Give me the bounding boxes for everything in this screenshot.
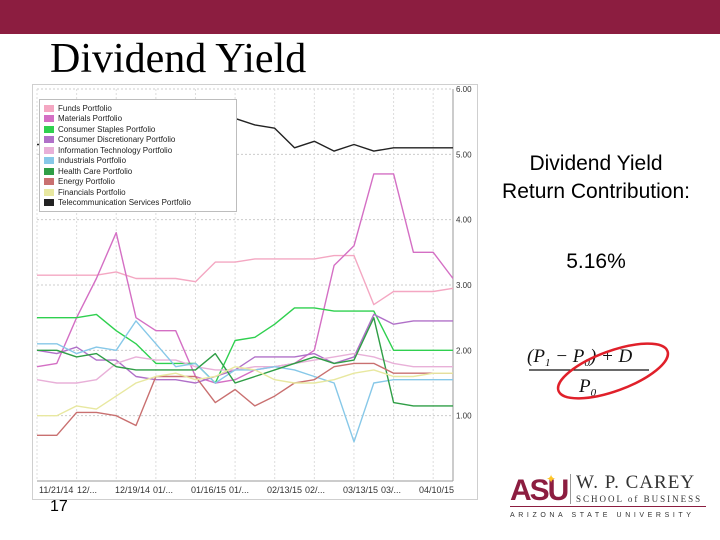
legend-swatch xyxy=(44,199,54,207)
legend-label: Financials Portfolio xyxy=(58,187,126,197)
series-line-consumer-discretionary-portfolio xyxy=(36,313,453,384)
series-line-consumer-staples-portfolio xyxy=(37,307,453,384)
x-tick-label: 04/10/15 xyxy=(419,485,455,495)
series-line-financials-portfolio xyxy=(37,366,453,417)
highlight-circle xyxy=(556,342,670,400)
legend-item: Industrials Portfolio xyxy=(44,156,232,167)
x-tick-label: 03/... xyxy=(381,485,402,495)
holding-period-return-formula: (P1 − P0) + D P0 xyxy=(525,340,675,410)
y-tick-label: 1.00 xyxy=(456,412,472,421)
series-line-energy-portfolio xyxy=(37,362,453,436)
x-tick-label: 01/... xyxy=(153,485,174,495)
legend-item: Health Care Portfolio xyxy=(44,166,232,177)
legend-label: Energy Portfolio xyxy=(58,177,115,187)
series-line-materials-portfolio xyxy=(36,173,454,384)
asu-star-icon: ✦ xyxy=(546,472,557,486)
title-bar-gap xyxy=(0,34,720,38)
legend-label: Materials Portfolio xyxy=(58,114,123,124)
legend-item: Telecommunication Services Portfolio xyxy=(44,198,232,209)
legend-swatch xyxy=(44,104,54,112)
x-tick-label: 02/... xyxy=(305,485,326,495)
x-tick-label: 12/... xyxy=(77,485,98,495)
series-line-industrials-portfolio xyxy=(37,320,453,443)
slide-title: Dividend Yield xyxy=(50,36,307,82)
x-tick-label: 11/21/14 xyxy=(39,485,74,495)
legend-swatch xyxy=(44,157,54,165)
return-contribution-heading-line2: Return Contribution: xyxy=(502,180,690,203)
x-tick-label: 02/13/15 xyxy=(267,485,303,495)
y-tick-label: 6.00 xyxy=(456,85,472,94)
legend-label: Telecommunication Services Portfolio xyxy=(58,198,191,208)
logo-university: ARIZONA STATE UNIVERSITY xyxy=(510,512,695,519)
y-tick-label: 5.00 xyxy=(456,150,472,159)
x-tick-label: 12/19/14 xyxy=(115,485,151,495)
legend-item: Energy Portfolio xyxy=(44,177,232,188)
legend-swatch xyxy=(44,115,54,123)
series-line-funds-portfolio xyxy=(37,254,454,306)
logo-rule xyxy=(510,506,706,507)
chart-legend: Funds Portfolio Materials Portfolio Consum… xyxy=(39,99,237,212)
legend-item: Information Technology Portfolio xyxy=(44,145,232,156)
slide-number: 17 xyxy=(50,498,68,515)
x-tick-label: 03/13/15 xyxy=(343,485,379,495)
asu-wp-carey-logo: ASU ✦ W. P. CAREY SCHOOL of BUSINESS ARI… xyxy=(510,470,710,526)
formula-graphic: (P1 − P0) + D P0 xyxy=(527,342,670,400)
legend-swatch xyxy=(44,188,54,196)
y-tick-label: 3.00 xyxy=(456,281,472,290)
legend-swatch xyxy=(44,125,54,133)
legend-label: Consumer Staples Portfolio xyxy=(58,124,156,134)
return-contribution-value: 5.16% xyxy=(566,250,626,273)
legend-label: Information Technology Portfolio xyxy=(58,145,173,155)
legend-swatch xyxy=(44,136,54,144)
legend-item: Financials Portfolio xyxy=(44,187,232,198)
chart-x-axis: 11/21/14 12/... 12/19/14 01/... 01/16/15 01/.… xyxy=(33,483,455,497)
formula-denominator: P0 xyxy=(578,376,597,399)
x-tick-label: 01/16/15 xyxy=(191,485,227,495)
return-contribution-heading-line1: Dividend Yield xyxy=(529,152,663,175)
chart-plot-area: 1.00 2.00 3.00 4.00 5.00 6.00 xyxy=(36,85,472,482)
dividend-yield-chart: 1.00 2.00 3.00 4.00 5.00 6.00 Funds Portfolio… xyxy=(32,84,478,500)
legend-item: Consumer Staples Portfolio xyxy=(44,124,232,135)
legend-item: Materials Portfolio xyxy=(44,114,232,125)
legend-label: Industrials Portfolio xyxy=(58,156,127,166)
legend-label: Health Care Portfolio xyxy=(58,166,133,176)
logo-school-name: W. P. CAREY xyxy=(576,472,696,493)
title-bar-band xyxy=(0,0,720,34)
logo-divider xyxy=(570,474,571,504)
legend-swatch xyxy=(44,167,54,175)
series-line-health-care-portfolio xyxy=(37,316,453,407)
asu-mark: ASU xyxy=(510,474,569,507)
legend-item: Funds Portfolio xyxy=(44,103,232,114)
return-contribution-heading: Dividend Yield Return Contribution: xyxy=(476,150,716,206)
logo-school-subtitle: SCHOOL of BUSINESS xyxy=(576,494,703,504)
legend-label: Funds Portfolio xyxy=(58,103,112,113)
x-tick-label: 01/... xyxy=(229,485,250,495)
y-tick-label: 4.00 xyxy=(456,216,472,225)
y-tick-label: 2.00 xyxy=(456,346,472,355)
legend-label: Consumer Discretionary Portfolio xyxy=(58,135,176,145)
legend-swatch xyxy=(44,146,54,154)
legend-item: Consumer Discretionary Portfolio xyxy=(44,135,232,146)
legend-swatch xyxy=(44,178,54,186)
